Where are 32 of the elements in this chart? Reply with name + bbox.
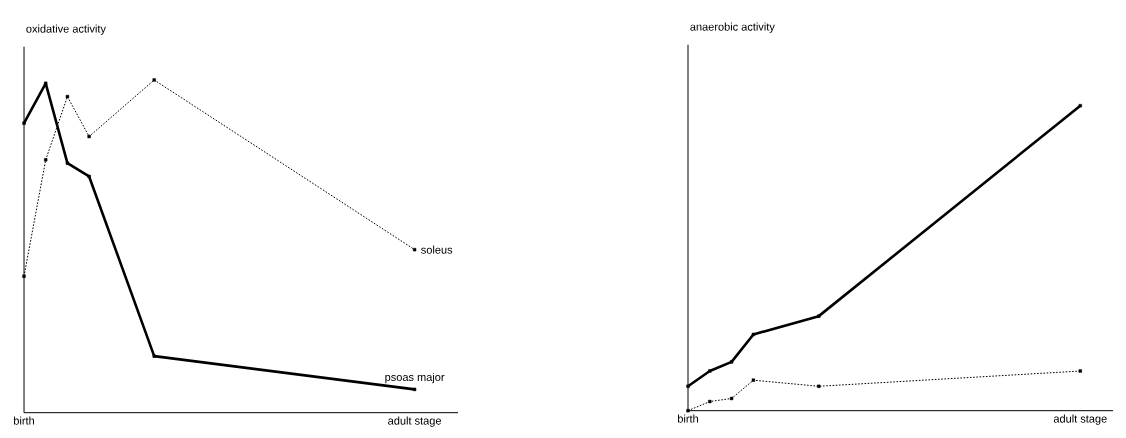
point <box>87 134 91 139</box>
y-axis-title: oxidative activity <box>26 24 106 35</box>
point <box>708 369 712 373</box>
point <box>751 378 756 382</box>
x-tick-label: birth <box>14 416 34 425</box>
point <box>686 409 690 413</box>
x-tick-label: adult stage <box>388 416 442 427</box>
point <box>1078 104 1082 108</box>
point <box>817 314 821 318</box>
x-tick-label: adult stage <box>1053 414 1107 425</box>
point <box>44 158 48 162</box>
point <box>729 396 734 401</box>
point <box>412 387 417 392</box>
series-label: soleus <box>421 245 453 254</box>
series-label: psoas major <box>385 372 445 384</box>
point <box>751 332 756 337</box>
y-axis-title: anaerobic activity <box>690 22 775 33</box>
point <box>152 78 156 82</box>
point <box>1078 369 1082 373</box>
x-tick-label: birth <box>678 414 698 423</box>
point <box>22 121 26 125</box>
point <box>65 161 70 165</box>
point <box>65 94 70 99</box>
point <box>152 354 156 358</box>
point <box>44 81 48 85</box>
point <box>22 274 26 278</box>
point <box>729 360 734 364</box>
point <box>412 248 417 252</box>
point <box>708 399 712 404</box>
point <box>686 384 690 388</box>
point <box>817 384 821 388</box>
point <box>87 174 91 179</box>
